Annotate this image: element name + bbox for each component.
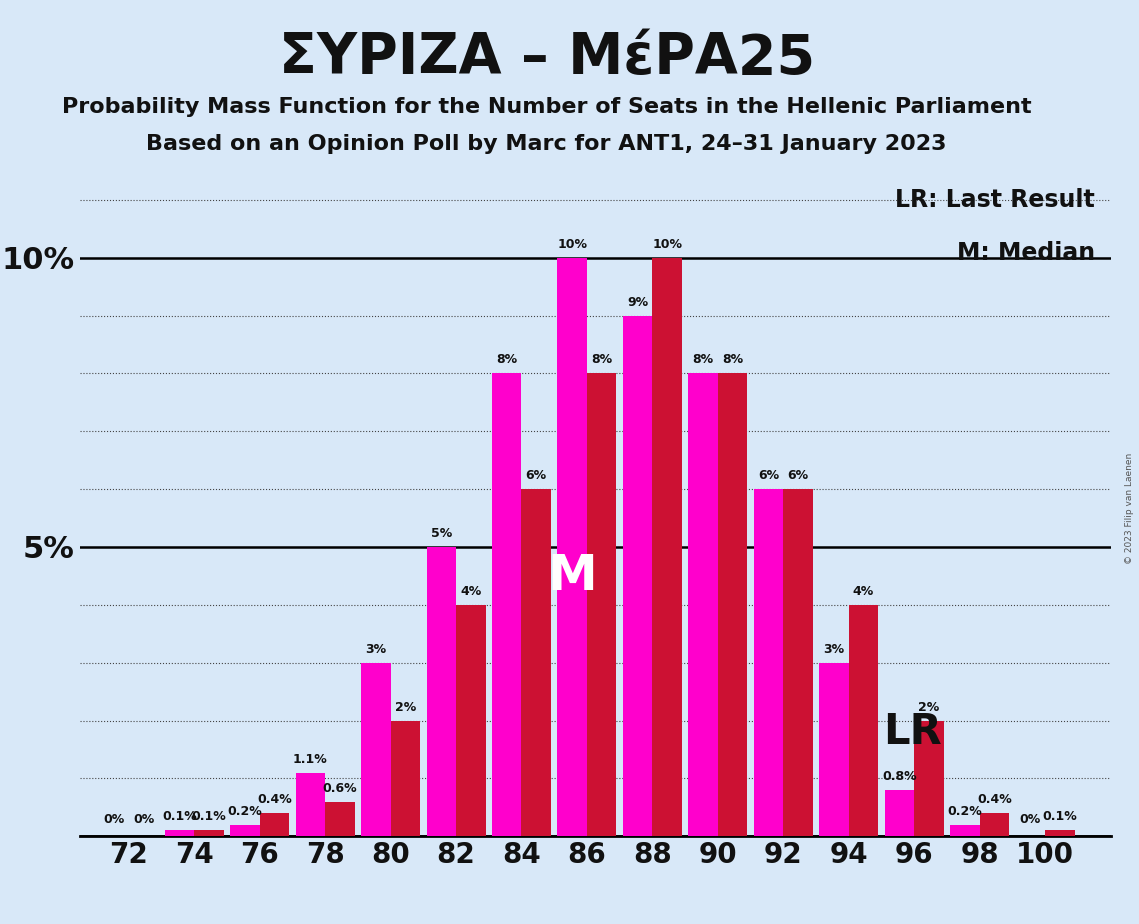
Bar [296, 772, 325, 836]
Text: 6%: 6% [757, 469, 779, 482]
Text: 0.1%: 0.1% [191, 810, 227, 823]
Text: 2%: 2% [918, 700, 940, 713]
Text: 10%: 10% [557, 237, 588, 250]
Text: 0%: 0% [104, 813, 124, 826]
Bar [427, 547, 456, 836]
Bar [784, 489, 813, 836]
Bar [849, 605, 878, 836]
Bar [819, 663, 849, 836]
Text: 0.4%: 0.4% [257, 793, 292, 806]
Text: 0.4%: 0.4% [977, 793, 1011, 806]
Bar [754, 489, 784, 836]
Text: Based on an Opinion Poll by Marc for ANT1, 24–31 January 2023: Based on an Opinion Poll by Marc for ANT… [147, 134, 947, 154]
Text: 0.2%: 0.2% [228, 805, 262, 818]
Text: 6%: 6% [526, 469, 547, 482]
Text: 8%: 8% [497, 354, 517, 367]
Text: 0%: 0% [133, 813, 154, 826]
Bar [587, 373, 616, 836]
Text: 2%: 2% [395, 700, 416, 713]
Text: ΣΥΡΙΖΑ – ΜέΡΑ25: ΣΥΡΙΖΑ – ΜέΡΑ25 [279, 32, 814, 86]
Bar [260, 813, 289, 836]
Bar [456, 605, 485, 836]
Text: 10%: 10% [653, 237, 682, 250]
Text: 0.1%: 0.1% [1042, 810, 1077, 823]
Text: LR: Last Result: LR: Last Result [895, 188, 1095, 212]
Bar [522, 489, 551, 836]
Text: LR: LR [883, 711, 942, 753]
Bar [653, 258, 682, 836]
Text: M: M [548, 552, 597, 600]
Text: 4%: 4% [853, 585, 874, 598]
Bar [361, 663, 391, 836]
Bar [195, 831, 223, 836]
Bar [623, 316, 653, 836]
Text: 8%: 8% [693, 354, 714, 367]
Bar [718, 373, 747, 836]
Bar [688, 373, 718, 836]
Text: 0.8%: 0.8% [882, 770, 917, 783]
Bar [980, 813, 1009, 836]
Text: © 2023 Filip van Laenen: © 2023 Filip van Laenen [1125, 453, 1134, 564]
Text: 0.6%: 0.6% [322, 782, 358, 795]
Text: Probability Mass Function for the Number of Seats in the Hellenic Parliament: Probability Mass Function for the Number… [62, 97, 1032, 117]
Text: 0.1%: 0.1% [162, 810, 197, 823]
Bar [325, 801, 354, 836]
Text: 5%: 5% [431, 527, 452, 540]
Text: 0%: 0% [1019, 813, 1041, 826]
Bar [885, 790, 915, 836]
Bar [557, 258, 587, 836]
Bar [950, 824, 980, 836]
Bar [915, 721, 943, 836]
Bar [492, 373, 522, 836]
Text: 8%: 8% [591, 354, 613, 367]
Text: 4%: 4% [460, 585, 482, 598]
Text: 6%: 6% [787, 469, 809, 482]
Text: 9%: 9% [628, 296, 648, 309]
Bar [1046, 831, 1074, 836]
Text: 0.2%: 0.2% [948, 805, 982, 818]
Text: 3%: 3% [823, 643, 845, 656]
Bar [391, 721, 420, 836]
Text: 1.1%: 1.1% [293, 753, 328, 766]
Bar [165, 831, 195, 836]
Text: M: Median: M: Median [957, 241, 1095, 265]
Text: 8%: 8% [722, 354, 743, 367]
Text: 3%: 3% [366, 643, 386, 656]
Bar [230, 824, 260, 836]
